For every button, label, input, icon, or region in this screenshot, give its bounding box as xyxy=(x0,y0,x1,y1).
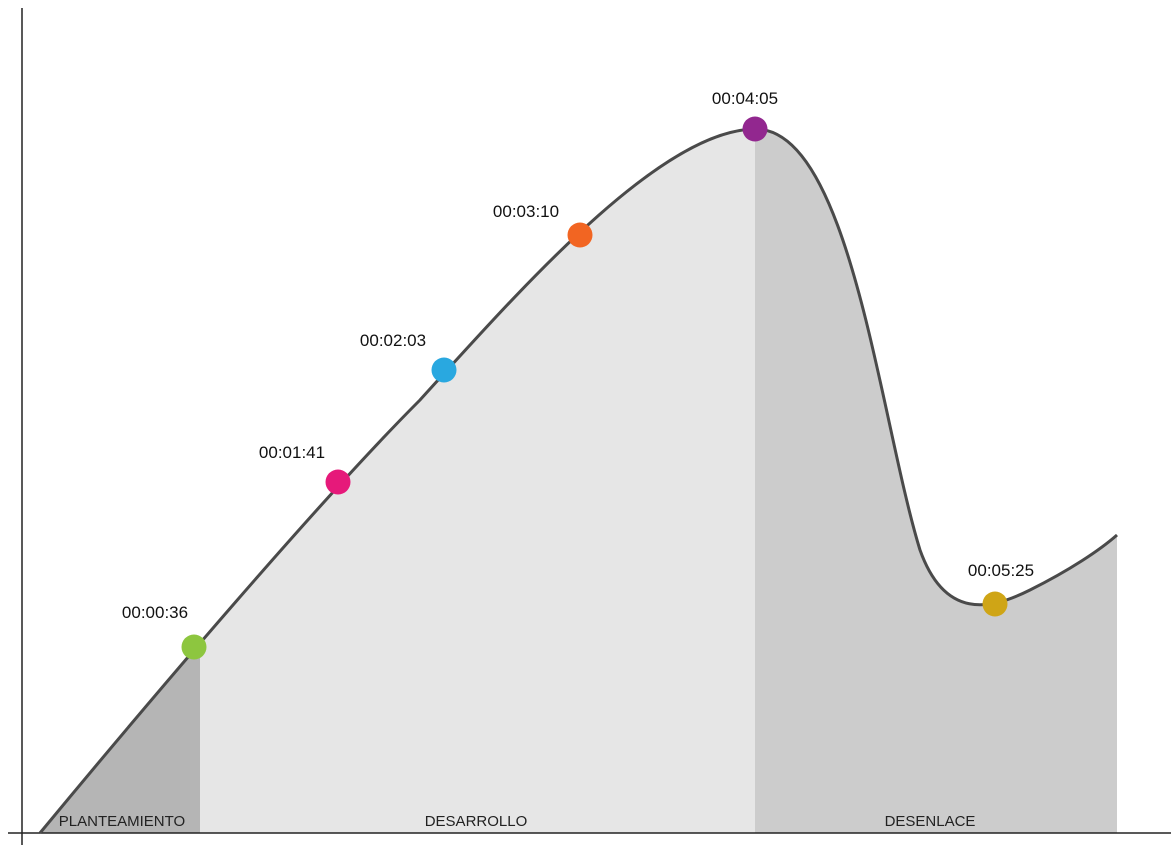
time-markers: 00:00:36 00:01:41 00:02:03 00:03:10 00:04:05… xyxy=(122,89,1034,660)
time-marker-dot xyxy=(431,357,457,383)
time-marker-label: 00:03:10 xyxy=(493,202,559,221)
section-area-desarrollo xyxy=(200,129,755,833)
time-marker-label: 00:02:03 xyxy=(360,331,426,350)
time-marker-dot xyxy=(982,591,1008,617)
section-label-desarrollo: DESARROLLO xyxy=(425,813,528,830)
time-marker-dot xyxy=(181,634,207,660)
time-marker-label: 00:00:36 xyxy=(122,603,188,622)
time-marker-dot xyxy=(742,116,768,142)
time-marker-dot xyxy=(567,222,593,248)
time-marker-label: 00:04:05 xyxy=(712,89,778,108)
section-label-desenlace: DESENLACE xyxy=(885,813,976,830)
section-label-planteamiento: PLANTEAMIENTO xyxy=(59,813,185,830)
time-marker-label: 00:05:25 xyxy=(968,561,1034,580)
time-marker-dot xyxy=(325,469,351,495)
time-marker-label: 00:01:41 xyxy=(259,443,325,462)
section-area-desenlace xyxy=(755,129,1117,833)
